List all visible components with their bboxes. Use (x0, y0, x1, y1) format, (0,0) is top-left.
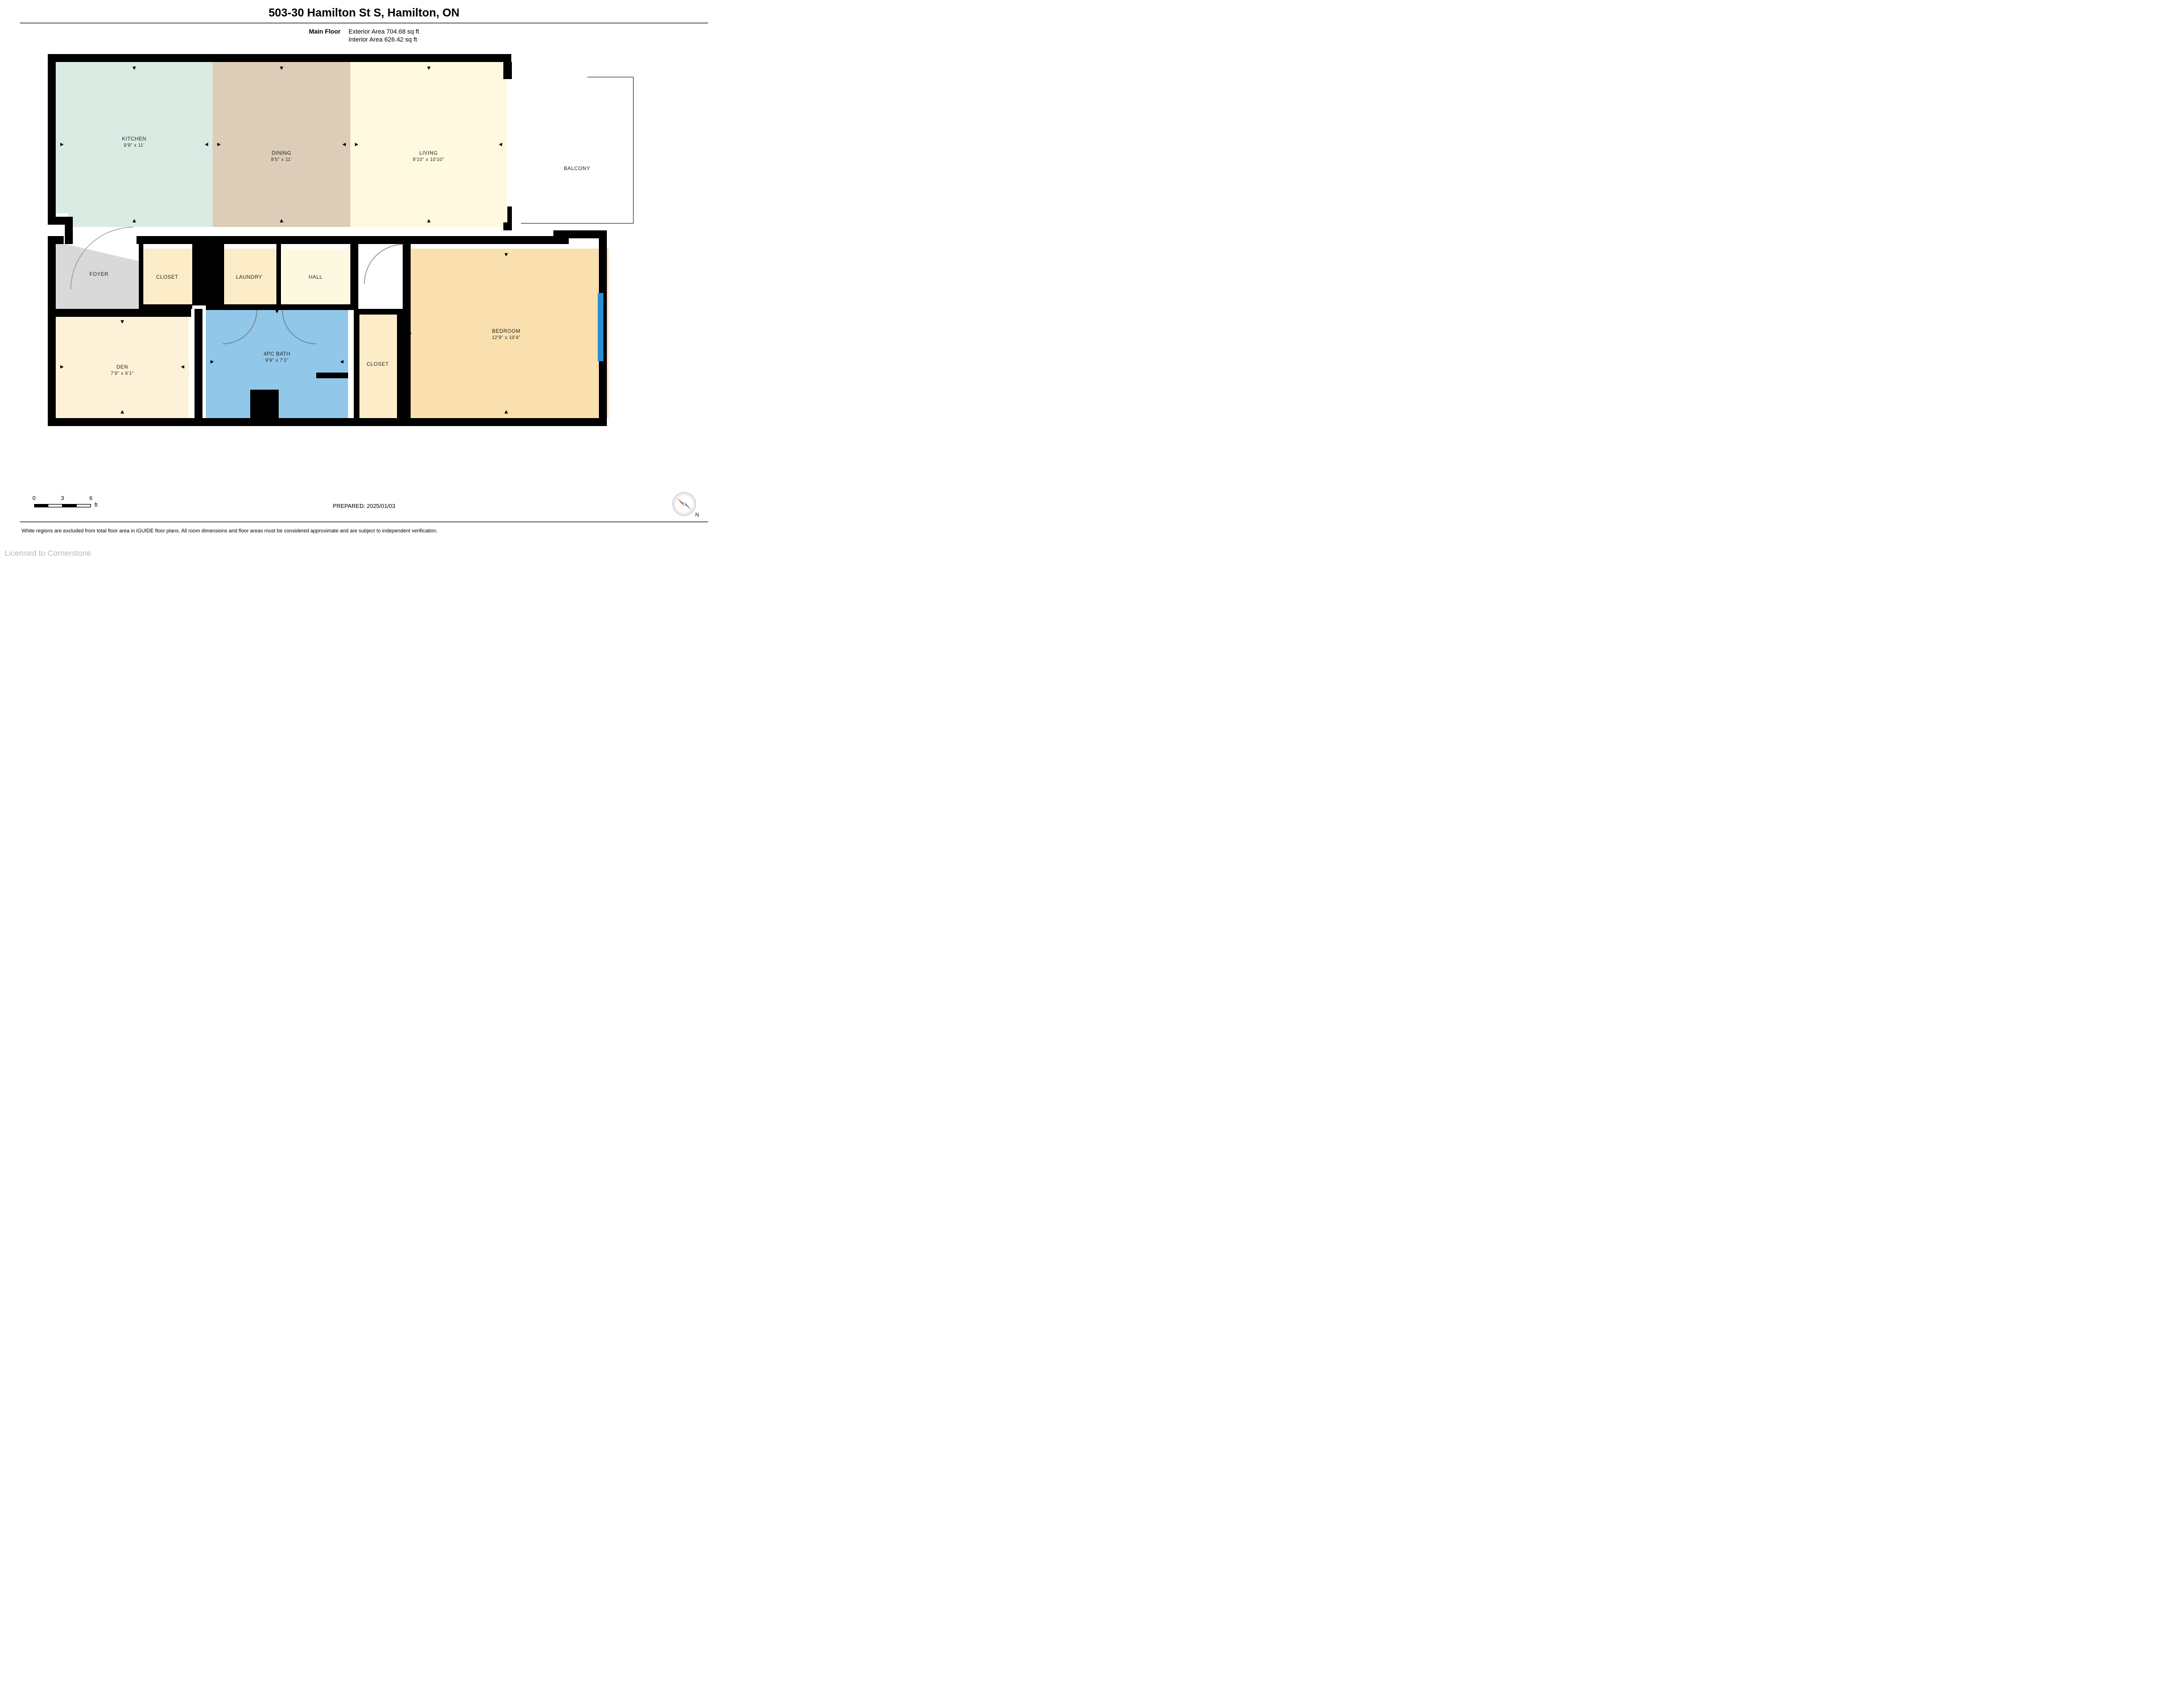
dimension-arrow (280, 219, 283, 222)
wall (48, 54, 56, 218)
dimension-arrow (355, 143, 358, 146)
dimension-arrow (342, 143, 346, 146)
dimension-arrow (60, 143, 64, 146)
room-laundry: LAUNDRY (222, 249, 276, 305)
wall (48, 309, 191, 317)
wall (250, 390, 279, 424)
wall (397, 309, 403, 423)
interior-area: Interior Area 626.42 sq ft (349, 36, 419, 43)
dimension-arrow (280, 67, 283, 70)
wall (48, 54, 511, 62)
door-arc (71, 227, 133, 290)
dimension-arrow (205, 143, 208, 146)
wall (139, 244, 143, 307)
room-label: HALL (282, 274, 349, 281)
license-text: Licensed to Cornerstone (5, 548, 92, 557)
wall (48, 242, 56, 426)
wall (316, 373, 348, 378)
room-kitchen: KITCHEN9'9" x 11' (56, 62, 213, 227)
room-dining: DINING8'5" x 11' (213, 62, 350, 227)
room-label: CLOSET (358, 361, 397, 368)
room-label: KITCHEN9'9" x 11' (56, 136, 213, 148)
floor-plan: KITCHEN9'9" x 11'DINING8'5" x 11'LIVING9… (34, 54, 688, 452)
page-title: 503-30 Hamilton St S, Hamilton, ON (0, 7, 728, 20)
disclaimer: White regions are excluded from total fl… (22, 528, 706, 534)
room-label: LIVING9'10" x 10'10" (350, 150, 507, 163)
dimension-arrow (121, 410, 124, 414)
wall (48, 418, 607, 426)
area-summary: Main Floor Exterior Area 704.68 sq ft In… (0, 28, 728, 43)
wall (276, 244, 281, 307)
room-label: BALCONY (521, 166, 633, 172)
room-bedroom: BEDROOM12'9" x 10'4" (404, 249, 609, 418)
dimension-arrow (210, 360, 214, 363)
prepared-date: PREPARED: 2025/01/03 (0, 503, 728, 510)
scale-tick: 3 (61, 495, 64, 502)
room-closet: CLOSET (142, 249, 192, 305)
wall (507, 206, 512, 230)
wall (507, 62, 512, 79)
floorplan-page: 503-30 Hamilton St S, Hamilton, ON Main … (0, 0, 728, 562)
wall (48, 236, 64, 244)
room-label: DINING8'5" x 11' (213, 150, 350, 163)
dimension-arrow (427, 219, 431, 222)
dimension-arrow (504, 253, 508, 257)
dimension-arrow (217, 143, 221, 146)
door-arc (364, 244, 404, 284)
dimension-arrow (133, 67, 136, 70)
dimension-arrow (60, 365, 64, 369)
dimension-arrow (121, 320, 124, 324)
room-label: 4PC BATH9'9" x 7'1" (206, 351, 348, 363)
wall (403, 236, 411, 426)
wall (354, 309, 359, 423)
room-label: LAUNDRY (222, 274, 276, 281)
dimension-arrow (504, 410, 508, 414)
wall (206, 304, 354, 310)
scale-tick: 0 (32, 495, 36, 502)
dimension-arrow (340, 360, 344, 363)
wall (350, 236, 358, 309)
wall (354, 309, 403, 315)
compass-n: N (696, 512, 700, 518)
room-den: DEN7'9" x 6'1" (56, 316, 189, 418)
window-marker (598, 293, 603, 361)
dimension-arrow (499, 143, 502, 146)
wall (220, 244, 224, 307)
compass: N (672, 491, 697, 516)
dimension-arrow (275, 310, 279, 313)
floor-label: Main Floor (309, 28, 341, 43)
room-balcony: BALCONY (521, 77, 634, 224)
room-label: BEDROOM12'9" x 10'4" (404, 328, 609, 341)
dimension-arrow (133, 219, 136, 222)
room-label: CLOSET (142, 274, 192, 281)
room-label: DEN7'9" x 6'1" (56, 364, 189, 377)
exterior-area: Exterior Area 704.68 sq ft (349, 28, 419, 35)
scale-tick: 6 (89, 495, 93, 502)
room-hall: HALL (282, 249, 349, 305)
wall (139, 304, 192, 309)
dimension-arrow (427, 67, 431, 70)
wall (195, 309, 202, 426)
dimension-arrow (181, 365, 184, 369)
wall (65, 217, 73, 244)
room-closet2: CLOSET (358, 313, 397, 418)
room-living: LIVING9'10" x 10'10" (350, 62, 507, 227)
